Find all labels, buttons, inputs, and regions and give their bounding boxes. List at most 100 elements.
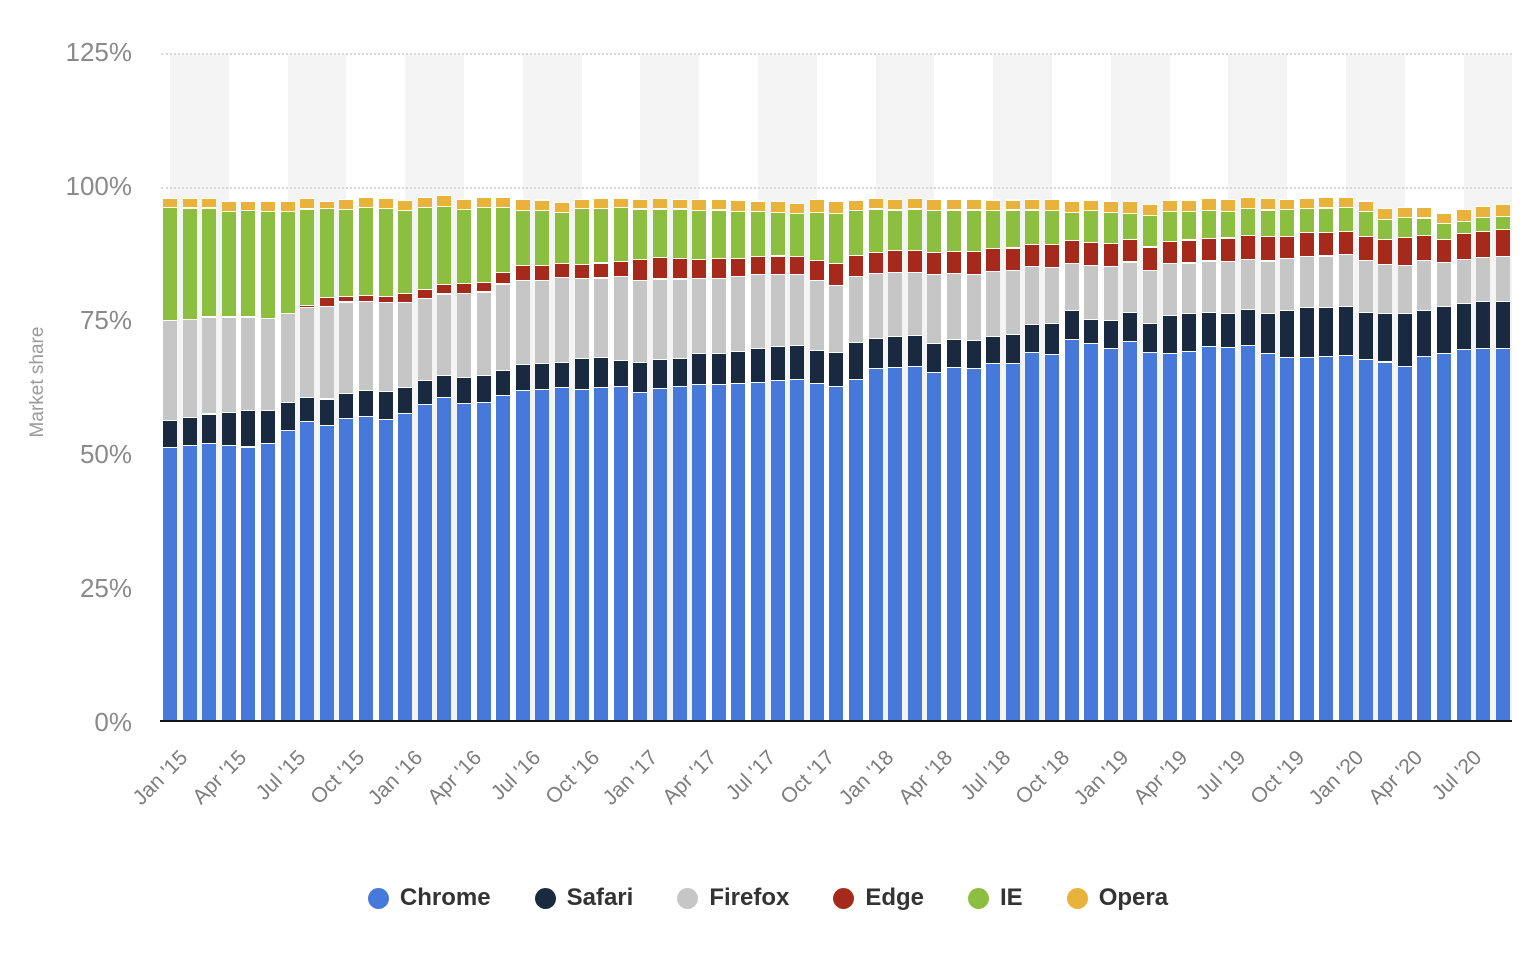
segment-firefox[interactable] <box>457 294 471 377</box>
segment-edge[interactable] <box>1005 248 1020 270</box>
segment-safari[interactable] <box>711 354 726 384</box>
segment-ie[interactable] <box>1201 211 1216 238</box>
segment-opera[interactable] <box>633 199 648 209</box>
segment-edge[interactable] <box>1162 242 1177 263</box>
bar-column[interactable] <box>417 196 432 722</box>
segment-safari[interactable] <box>535 364 550 390</box>
segment-edge[interactable] <box>594 263 609 278</box>
segment-ie[interactable] <box>1064 213 1079 240</box>
segment-ie[interactable] <box>398 211 413 293</box>
segment-opera[interactable] <box>261 202 275 211</box>
segment-ie[interactable] <box>1025 210 1040 245</box>
bar-column[interactable] <box>241 200 256 722</box>
segment-edge[interactable] <box>907 250 922 272</box>
segment-chrome[interactable] <box>476 403 491 722</box>
bar-column[interactable] <box>1162 199 1177 722</box>
segment-chrome[interactable] <box>339 419 354 722</box>
segment-safari[interactable] <box>1339 306 1353 355</box>
bar-column[interactable] <box>496 197 511 722</box>
segment-ie[interactable] <box>653 209 667 258</box>
segment-safari[interactable] <box>280 402 295 430</box>
segment-safari[interactable] <box>692 354 707 384</box>
segment-edge[interactable] <box>398 294 413 303</box>
segment-firefox[interactable] <box>966 274 981 340</box>
legend-item-safari[interactable]: Safari <box>534 884 633 912</box>
segment-chrome[interactable] <box>280 431 295 722</box>
segment-opera[interactable] <box>555 203 569 213</box>
segment-edge[interactable] <box>1280 237 1295 259</box>
segment-ie[interactable] <box>1339 207 1353 231</box>
segment-ie[interactable] <box>515 211 530 266</box>
segment-edge[interactable] <box>1201 239 1216 261</box>
segment-safari[interactable] <box>731 352 746 383</box>
segment-safari[interactable] <box>1123 313 1138 342</box>
segment-edge[interactable] <box>339 296 354 302</box>
segment-opera[interactable] <box>378 199 393 208</box>
segment-opera[interactable] <box>1397 208 1412 217</box>
segment-opera[interactable] <box>1221 199 1236 211</box>
segment-firefox[interactable] <box>653 279 667 360</box>
bar-column[interactable] <box>515 198 530 722</box>
bar-column[interactable] <box>1476 206 1491 722</box>
segment-safari[interactable] <box>1437 306 1451 353</box>
segment-ie[interactable] <box>1162 212 1177 242</box>
bar-column[interactable] <box>1358 200 1373 722</box>
segment-chrome[interactable] <box>927 373 942 722</box>
bar-column[interactable] <box>1201 198 1216 722</box>
segment-firefox[interactable] <box>535 280 550 363</box>
segment-opera[interactable] <box>1005 200 1020 210</box>
segment-safari[interactable] <box>300 397 315 421</box>
bar-column[interactable] <box>770 200 785 722</box>
bar-column[interactable] <box>1456 208 1471 722</box>
segment-edge[interactable] <box>535 265 550 280</box>
segment-ie[interactable] <box>1084 211 1099 243</box>
bar-column[interactable] <box>182 197 197 722</box>
segment-firefox[interactable] <box>613 277 628 360</box>
segment-firefox[interactable] <box>1437 263 1451 306</box>
segment-opera[interactable] <box>1339 198 1353 207</box>
segment-firefox[interactable] <box>574 279 589 359</box>
segment-firefox[interactable] <box>319 306 334 399</box>
segment-chrome[interactable] <box>1437 354 1451 722</box>
segment-edge[interactable] <box>1397 237 1412 266</box>
segment-chrome[interactable] <box>1299 357 1314 722</box>
segment-firefox[interactable] <box>809 281 824 351</box>
segment-edge[interactable] <box>711 259 726 278</box>
segment-edge[interactable] <box>1241 236 1255 260</box>
segment-chrome[interactable] <box>1221 348 1236 722</box>
segment-firefox[interactable] <box>888 273 903 337</box>
segment-opera[interactable] <box>711 199 726 210</box>
segment-safari[interactable] <box>417 381 432 405</box>
segment-chrome[interactable] <box>1005 364 1020 722</box>
bar-column[interactable] <box>849 199 863 722</box>
segment-firefox[interactable] <box>398 303 413 387</box>
segment-chrome[interactable] <box>1182 352 1197 722</box>
segment-ie[interactable] <box>1143 216 1157 247</box>
segment-safari[interactable] <box>770 347 785 381</box>
segment-safari[interactable] <box>1045 324 1059 354</box>
segment-edge[interactable] <box>555 264 569 277</box>
segment-opera[interactable] <box>182 198 197 208</box>
legend-item-opera[interactable]: Opera <box>1066 884 1168 912</box>
segment-safari[interactable] <box>515 365 530 390</box>
segment-edge[interactable] <box>1339 232 1353 254</box>
bar-column[interactable] <box>790 203 805 722</box>
segment-safari[interactable] <box>633 363 648 392</box>
segment-ie[interactable] <box>280 211 295 314</box>
segment-safari[interactable] <box>986 337 1001 363</box>
segment-firefox[interactable] <box>692 279 707 353</box>
segment-chrome[interactable] <box>555 388 569 722</box>
segment-ie[interactable] <box>1182 211 1197 240</box>
segment-ie[interactable] <box>809 213 824 260</box>
bar-column[interactable] <box>378 198 393 722</box>
segment-chrome[interactable] <box>829 387 844 722</box>
segment-firefox[interactable] <box>1201 261 1216 313</box>
segment-edge[interactable] <box>1476 232 1491 258</box>
segment-chrome[interactable] <box>907 367 922 722</box>
segment-firefox[interactable] <box>378 303 393 391</box>
segment-chrome[interactable] <box>359 417 373 722</box>
segment-ie[interactable] <box>1456 221 1471 233</box>
segment-opera[interactable] <box>574 199 589 208</box>
segment-chrome[interactable] <box>378 420 393 722</box>
bar-column[interactable] <box>1378 207 1393 722</box>
